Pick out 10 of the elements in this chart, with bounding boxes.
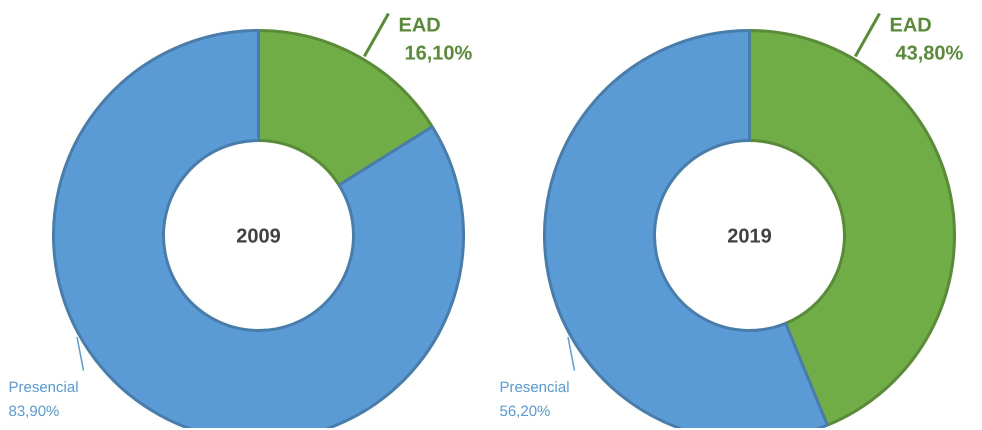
slice-label: EAD xyxy=(890,14,932,36)
data-label: 16,10% xyxy=(404,42,473,64)
slice-label: EAD xyxy=(398,14,441,36)
text: 2009 xyxy=(236,226,281,248)
data-label: 43,80% xyxy=(896,42,964,64)
data-label: 56,20% xyxy=(500,403,550,420)
text: 2019 xyxy=(727,226,772,248)
slice-label: Presencial xyxy=(8,379,79,396)
data-label: 83,90% xyxy=(8,403,60,420)
slice-label: Presencial xyxy=(500,379,570,396)
